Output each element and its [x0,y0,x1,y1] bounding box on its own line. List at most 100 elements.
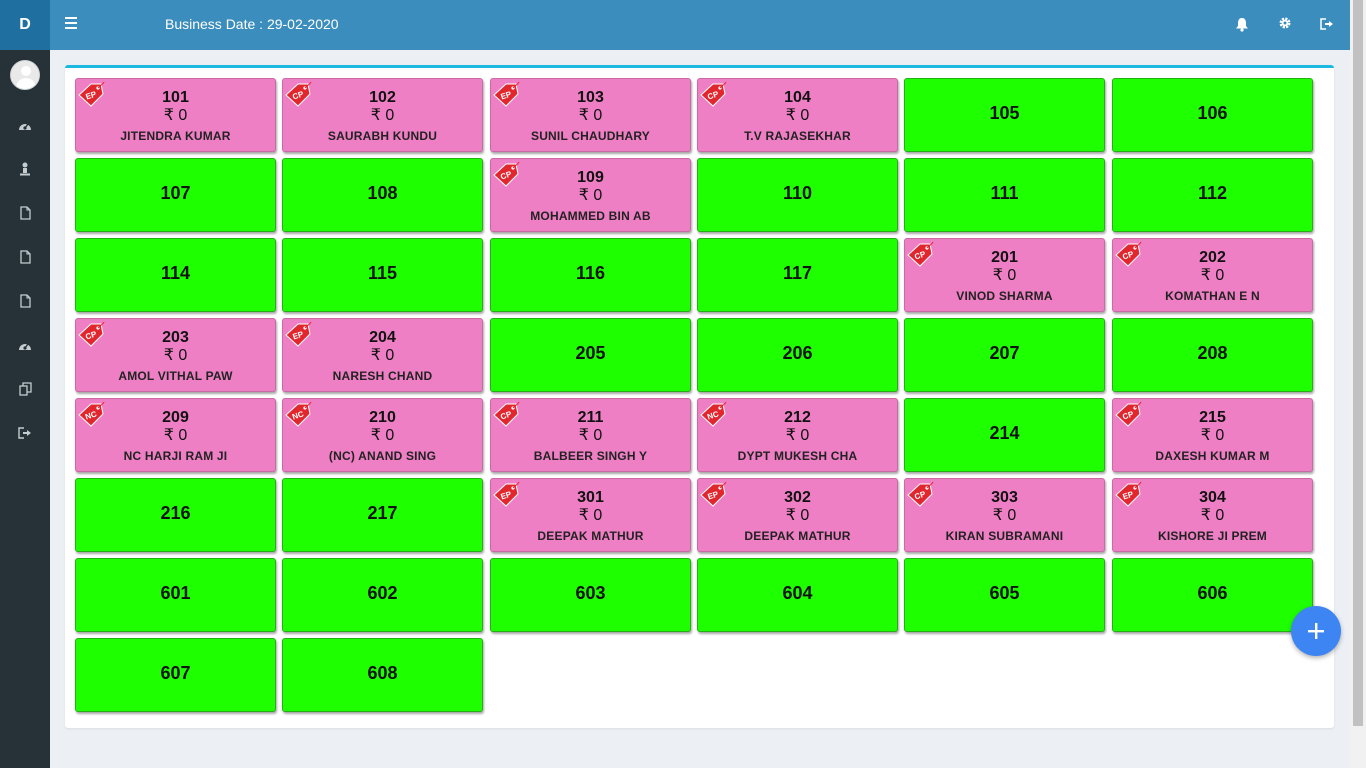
room-number: 106 [1197,103,1228,123]
scrollbar[interactable] [1350,0,1366,768]
room-tile[interactable]: CP 203 ₹ 0 AMOL VITHAL PAW [75,318,276,392]
sidebar-item-report-2[interactable] [0,235,50,279]
room-tile[interactable]: 115 [282,238,483,312]
room-tile[interactable]: 205 [490,318,691,392]
room-amount: ₹ 0 [992,267,1017,284]
room-tile[interactable]: 214 [904,398,1105,472]
plan-tag-icon: EP [492,481,522,509]
room-tile[interactable]: 601 [75,558,276,632]
room-tile[interactable]: 107 [75,158,276,232]
room-tile[interactable]: 208 [1112,318,1313,392]
room-amount: ₹ 0 [578,427,603,444]
room-number: 105 [989,103,1020,123]
sidebar-item-dashboard[interactable] [0,103,50,147]
room-number: 216 [160,503,191,523]
room-amount: ₹ 0 [1200,267,1225,284]
room-tile[interactable]: EP 301 ₹ 0 DEEPAK MATHUR [490,478,691,552]
room-tile[interactable]: NC 212 ₹ 0 DYPT MUKESH CHA [697,398,898,472]
room-tile[interactable]: CP 109 ₹ 0 MOHAMMED BIN AB [490,158,691,232]
room-tile[interactable]: 607 [75,638,276,712]
room-tile[interactable]: CP 202 ₹ 0 KOMATHAN E N [1112,238,1313,312]
room-tile[interactable]: 108 [282,158,483,232]
plan-tag-icon: CP [492,161,522,189]
plan-tag-icon: NC [77,401,107,429]
room-tile[interactable]: 608 [282,638,483,712]
plan-tag-icon: CP [1114,401,1144,429]
sidebar-item-logout[interactable] [0,411,50,455]
room-tile[interactable]: EP 101 ₹ 0 JITENDRA KUMAR [75,78,276,152]
sidebar-item-guests[interactable] [0,147,50,191]
plan-tag-icon: EP [77,81,107,109]
room-amount: ₹ 0 [785,427,810,444]
room-number: 104 [784,89,811,106]
room-number: 608 [367,663,398,683]
business-date: Business Date : 29-02-2020 [165,16,339,32]
add-button[interactable] [1291,606,1341,656]
room-tile[interactable]: 604 [697,558,898,632]
room-tile[interactable]: EP 302 ₹ 0 DEEPAK MATHUR [697,478,898,552]
room-amount: ₹ 0 [370,427,395,444]
brand-logo[interactable]: D [0,0,50,50]
room-tile[interactable]: CP 215 ₹ 0 DAXESH KUMAR M [1112,398,1313,472]
room-tile[interactable]: 112 [1112,158,1313,232]
room-tile[interactable]: NC 209 ₹ 0 NC HARJI RAM JI [75,398,276,472]
room-amount: ₹ 0 [785,107,810,124]
room-number: 214 [989,423,1020,443]
room-tile[interactable]: 106 [1112,78,1313,152]
guest-name: JITENDRA KUMAR [120,129,231,143]
room-tile[interactable]: NC 210 ₹ 0 (NC) ANAND SING [282,398,483,472]
room-tile[interactable]: 206 [697,318,898,392]
room-tile[interactable]: 216 [75,478,276,552]
room-tile[interactable]: 606 [1112,558,1313,632]
room-number: 302 [784,489,811,506]
guest-name: NC HARJI RAM JI [123,449,228,463]
room-tile[interactable]: 111 [904,158,1105,232]
guest-name: T.V RAJASEKHAR [744,129,851,143]
room-tile[interactable]: CP 211 ₹ 0 BALBEER SINGH Y [490,398,691,472]
sidebar-item-report-3[interactable] [0,279,50,323]
room-tile[interactable]: CP 102 ₹ 0 SAURABH KUNDU [282,78,483,152]
sidebar: D [0,0,50,768]
room-number: 109 [577,169,604,186]
bell-icon[interactable] [1233,15,1251,33]
room-amount: ₹ 0 [578,107,603,124]
guest-name: AMOL VITHAL PAW [118,369,233,383]
guest-name: SUNIL CHAUDHARY [530,129,650,143]
room-tile[interactable]: CP 104 ₹ 0 T.V RAJASEKHAR [697,78,898,152]
plan-tag-icon: EP [492,81,522,109]
guest-name: DEEPAK MATHUR [537,529,644,543]
gear-icon[interactable] [1276,14,1294,32]
room-tile[interactable]: 105 [904,78,1105,152]
room-tile[interactable]: 602 [282,558,483,632]
scrollbar-thumb[interactable] [1353,0,1363,726]
room-amount: ₹ 0 [163,427,188,444]
room-number: 108 [367,183,398,203]
sidebar-nav [0,103,50,455]
sidebar-item-copy[interactable] [0,367,50,411]
room-tile[interactable]: 114 [75,238,276,312]
room-amount: ₹ 0 [578,187,603,204]
room-tile[interactable]: CP 201 ₹ 0 VINOD SHARMA [904,238,1105,312]
dashboard-icon [19,343,31,350]
room-tile[interactable]: 207 [904,318,1105,392]
logout-icon[interactable] [1318,15,1336,33]
room-number: 204 [369,329,396,346]
room-tile[interactable]: EP 204 ₹ 0 NARESH CHAND [282,318,483,392]
menu-icon[interactable] [65,17,77,31]
room-number: 607 [160,663,191,683]
room-tile[interactable]: EP 103 ₹ 0 SUNIL CHAUDHARY [490,78,691,152]
room-tile[interactable]: 217 [282,478,483,552]
room-tile[interactable]: EP 304 ₹ 0 KISHORE JI PREM [1112,478,1313,552]
room-tile[interactable]: 117 [697,238,898,312]
room-tile[interactable]: 605 [904,558,1105,632]
room-tile[interactable]: CP 303 ₹ 0 KIRAN SUBRAMANI [904,478,1105,552]
plan-tag-icon: CP [906,241,936,269]
room-tile[interactable]: 110 [697,158,898,232]
sidebar-item-dashboard-2[interactable] [0,323,50,367]
room-amount: ₹ 0 [992,507,1017,524]
avatar[interactable] [10,60,40,90]
sidebar-item-report-1[interactable] [0,191,50,235]
room-tile[interactable]: 603 [490,558,691,632]
guest-name: DEEPAK MATHUR [744,529,851,543]
room-tile[interactable]: 116 [490,238,691,312]
